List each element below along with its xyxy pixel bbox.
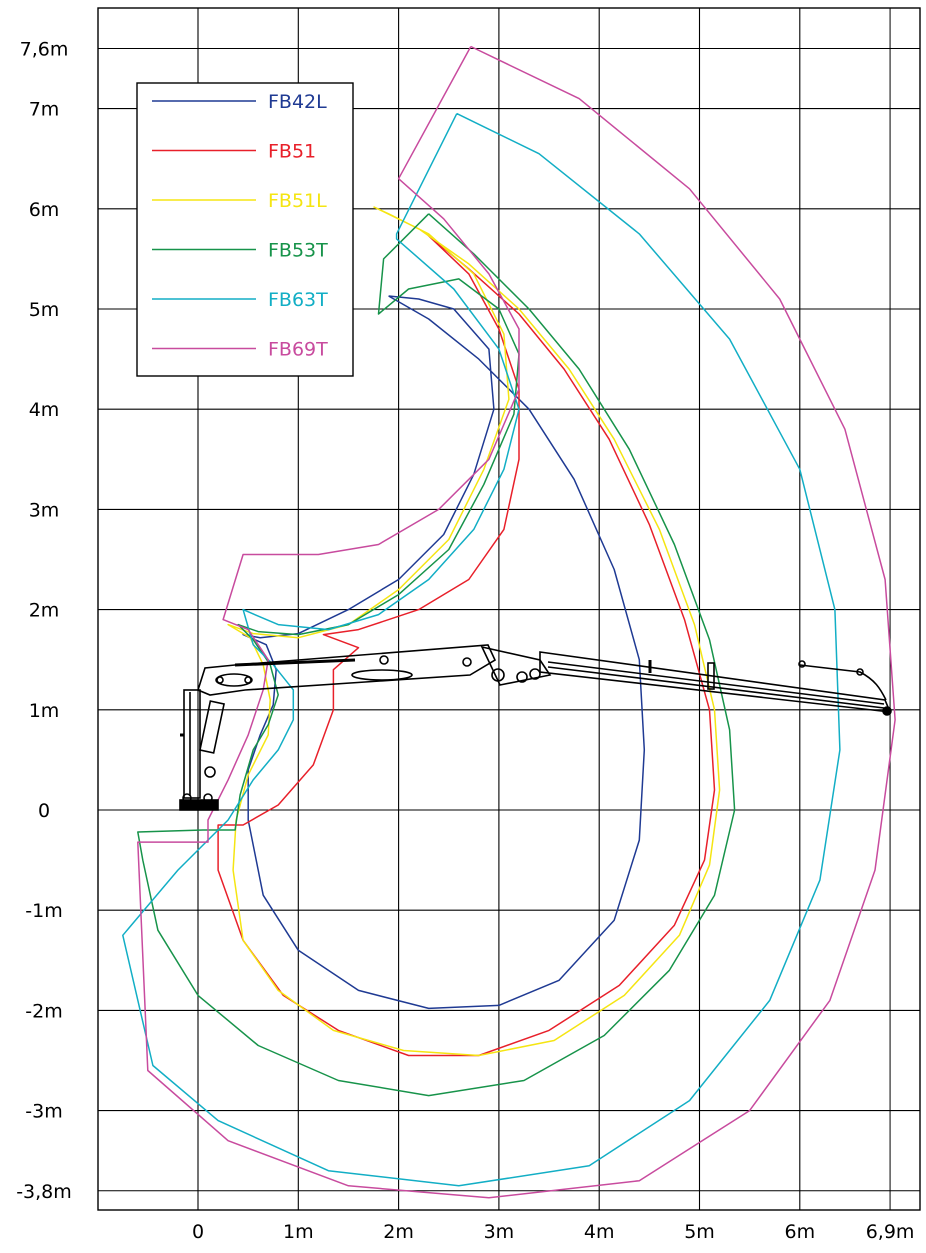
crane-link-joint	[529, 668, 541, 680]
crane-column	[183, 689, 201, 799]
y-tick-label: 2m	[29, 600, 60, 622]
crane-inner-boom-top	[234, 658, 356, 667]
reach-curve-fb69t	[137, 45, 896, 1199]
crane-boom-pin	[244, 676, 252, 684]
legend-label-fb42l: FB42L	[268, 91, 327, 113]
x-tick-label: 1m	[283, 1221, 314, 1243]
crane-extension-line	[547, 666, 885, 709]
y-tick-label: 0	[38, 800, 50, 822]
crane-boom-pivot	[215, 673, 253, 687]
x-axis-labels: 0 1m 2m 3m 4m 5m 6m 6,9m	[192, 1221, 914, 1243]
crane-boom-window	[351, 669, 413, 681]
crane-extension-clamp	[707, 662, 715, 690]
y-tick-label: 5m	[29, 299, 60, 321]
y-tick-label: 7,6m	[20, 38, 69, 60]
legend-label-fb51l: FB51L	[268, 190, 327, 212]
crane-base	[179, 799, 219, 811]
legend: FB42L FB51 FB51L FB53T FB63T FB69T	[136, 82, 354, 377]
y-tick-label: 1m	[29, 700, 60, 722]
crane-outer-boom-link	[480, 645, 552, 686]
crane-boom-pin	[216, 676, 224, 684]
y-tick-label: -1m	[25, 900, 62, 922]
crane-boom-joint	[379, 655, 389, 665]
y-tick-label: 3m	[29, 499, 60, 521]
y-tick-label: -3m	[25, 1101, 62, 1123]
reach-curve-fb63t	[122, 112, 841, 1187]
x-tick-label: 4m	[584, 1221, 615, 1243]
x-tick-label: 0	[192, 1221, 204, 1243]
crane-extension-line	[547, 661, 885, 705]
crane-inner-boom	[197, 644, 497, 696]
x-tick-label: 2m	[383, 1221, 414, 1243]
crane-slew-pivot	[204, 766, 216, 778]
crane-slew-cylinder	[199, 700, 225, 754]
range-reference-lines	[98, 8, 920, 1210]
y-tick-label: 7m	[29, 99, 60, 121]
y-tick-label: -2m	[25, 1000, 62, 1022]
x-tick-label: 6m	[784, 1221, 815, 1243]
x-tick-label: 3m	[484, 1221, 515, 1243]
x-tick-label: 6,9m	[866, 1221, 915, 1243]
legend-label-fb53t: FB53T	[268, 240, 328, 262]
y-tick-label: -3,8m	[16, 1181, 72, 1203]
reach-curve-fb42l	[242, 295, 646, 1010]
crane-tip	[882, 706, 892, 716]
y-axis-labels: 7,6m 7m 6m 5m 4m 3m 2m 1m 0 -1m -2m -3m -3,8m	[16, 38, 72, 1202]
crane-hose-fitting	[798, 660, 806, 668]
crane-base-wheel	[203, 793, 213, 803]
reach-curve-fb53t	[137, 213, 736, 1097]
legend-label-fb69t: FB69T	[268, 339, 328, 361]
crane-boom-joint	[462, 657, 472, 667]
crane-hose	[799, 664, 887, 701]
y-tick-label: 4m	[29, 399, 60, 421]
crane-drawing	[179, 644, 892, 811]
legend-box	[136, 82, 354, 377]
crane-link-joint	[516, 671, 528, 683]
legend-label-fb51: FB51	[268, 141, 316, 163]
reach-curve-fb51	[217, 233, 716, 1057]
reach-curve-fb51l	[227, 206, 721, 1057]
x-tick-label: 5m	[684, 1221, 715, 1243]
legend-label-fb63t: FB63T	[268, 289, 328, 311]
crane-hose-fitting	[856, 668, 864, 676]
reach-curves	[122, 45, 896, 1199]
y-tick-label: 6m	[29, 199, 60, 221]
